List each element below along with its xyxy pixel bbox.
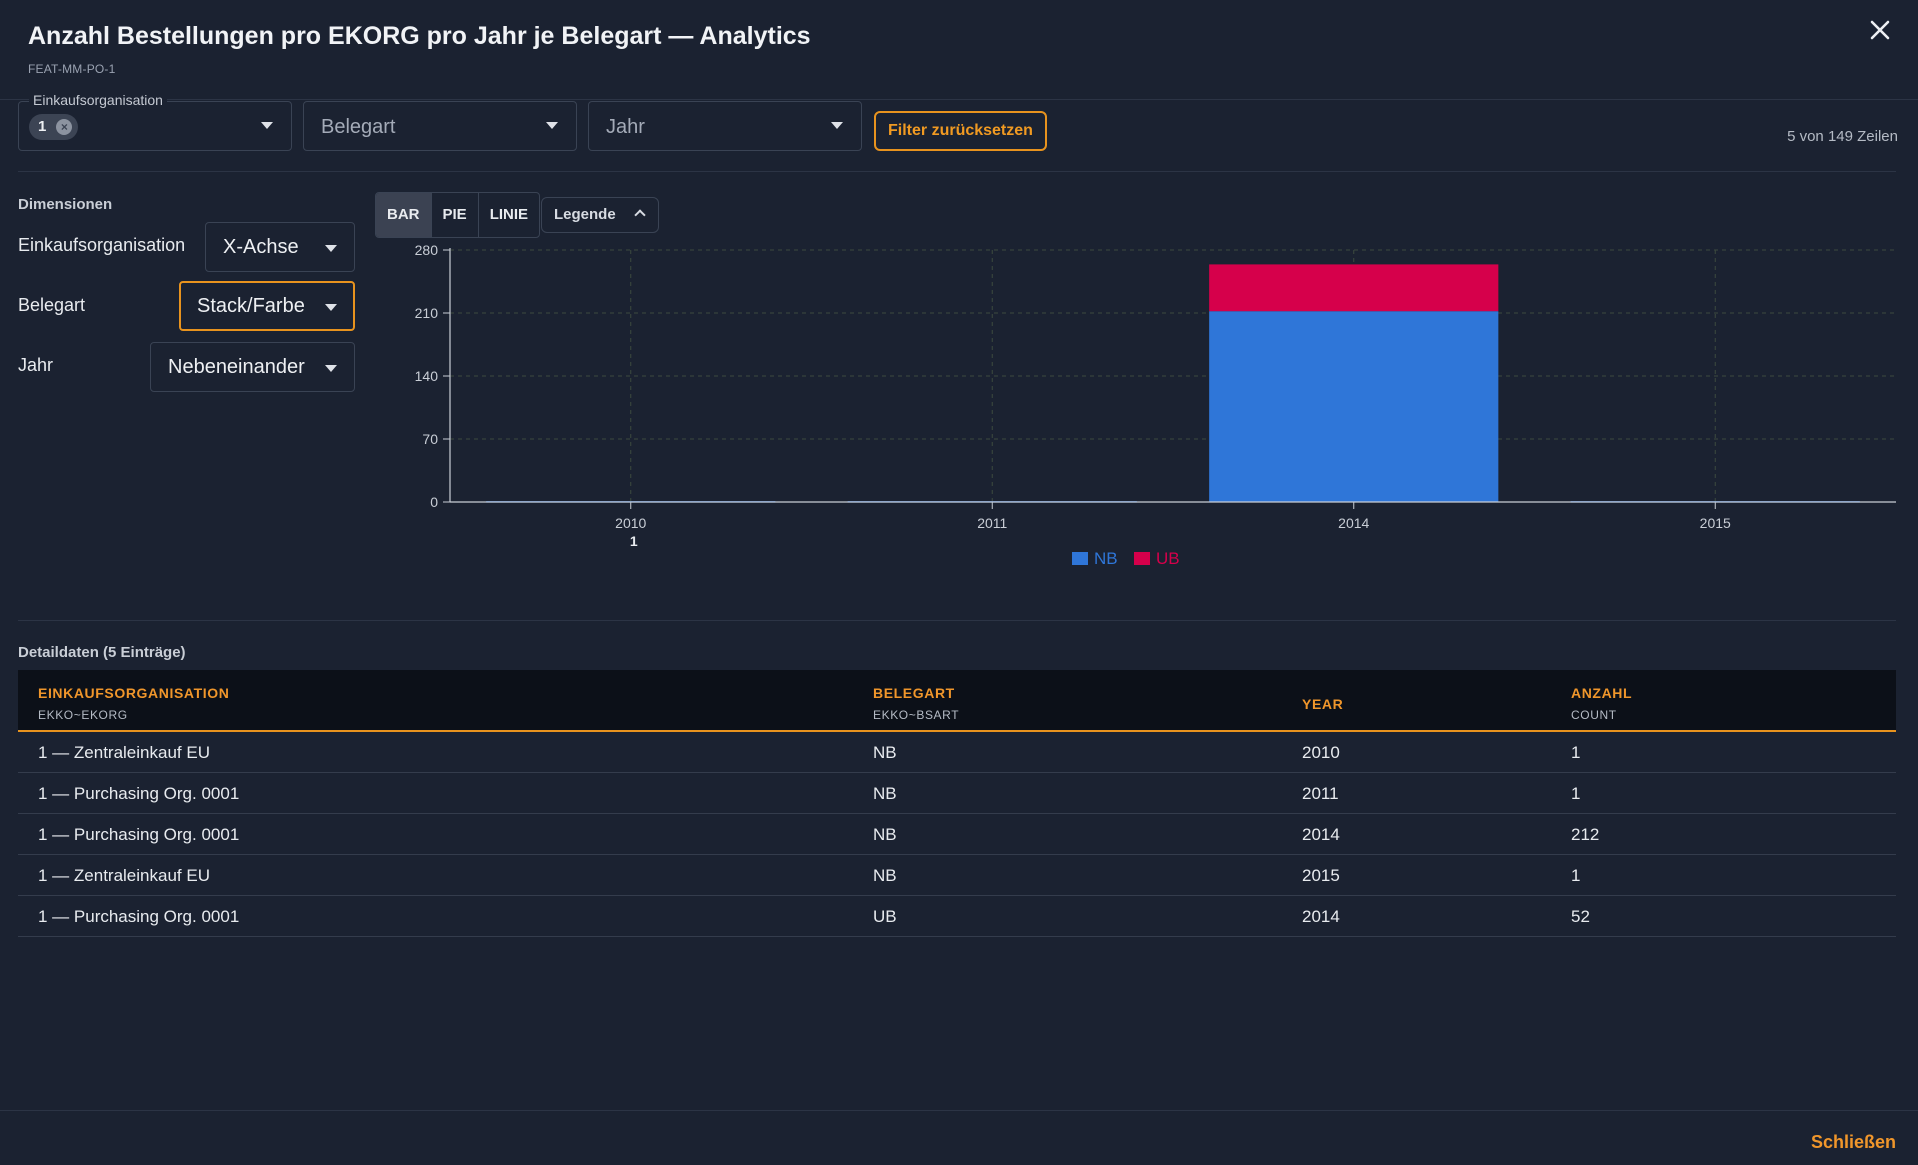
detail-table-title: Detaildaten (5 Einträge) — [18, 644, 186, 661]
dimension-label-jahr: Jahr — [18, 355, 54, 375]
divider — [18, 171, 1896, 172]
table-header: EINKAUFSORGANISATION EKKO~EKORG BELEGART… — [18, 670, 1896, 732]
dimension-value: Nebeneinander — [168, 356, 305, 378]
close-icon[interactable] — [1864, 14, 1896, 46]
chart-type-bar[interactable]: BAR — [376, 193, 432, 237]
table-row[interactable]: 1 — Purchasing Org. 0001 NB 2011 1 — [18, 773, 1896, 814]
cell-year: 2015 — [1302, 866, 1340, 885]
table-row[interactable]: 1 — Purchasing Org. 0001 UB 2014 52 — [18, 896, 1896, 937]
chevron-down-icon[interactable] — [831, 122, 843, 129]
cell-ekorg: 1 — Zentraleinkauf EU — [38, 866, 210, 885]
cell-belegart: NB — [873, 784, 897, 803]
x-tick-label: 2011 — [977, 515, 1007, 531]
belegart-filter-select[interactable]: Belegart — [303, 101, 577, 151]
dimension-select-jahr[interactable]: Nebeneinander — [150, 342, 355, 392]
ekorg-filter-label: Einkaufsorganisation — [29, 93, 167, 107]
y-tick-label: 140 — [415, 368, 439, 384]
cell-year: 2014 — [1302, 907, 1340, 926]
cell-belegart: NB — [873, 866, 897, 885]
ekorg-filter-chip[interactable]: 1 × — [29, 114, 79, 140]
table-row[interactable]: 1 — Zentraleinkauf EU NB 2015 1 — [18, 855, 1896, 896]
dimension-value: Stack/Farbe — [197, 295, 305, 317]
reset-filters-button[interactable]: Filter zurücksetzen — [874, 111, 1047, 151]
dimension-label-belegart: Belegart — [18, 295, 86, 315]
table-body: 1 — Zentraleinkauf EU NB 2010 1 1 — Purchasi… — [18, 732, 1896, 937]
cell-year: 2014 — [1302, 825, 1340, 844]
chevron-down-icon[interactable] — [325, 304, 337, 311]
dimension-value: X-Achse — [223, 236, 299, 258]
x-tick-label: 2015 — [1700, 515, 1731, 531]
close-button[interactable]: Schließen — [1810, 1132, 1896, 1152]
chart-type-toggle: BAR PIE LINIE — [375, 192, 541, 238]
chevron-up-icon — [634, 209, 646, 221]
cell-ekorg: 1 — Purchasing Org. 0001 — [38, 907, 240, 926]
column-header-label: BELEGART — [873, 685, 955, 701]
y-tick-label: 210 — [415, 305, 439, 321]
legend-toggle-button[interactable]: Legende — [541, 197, 659, 233]
column-header-label: ANZAHL — [1571, 685, 1633, 701]
column-header-sub: COUNT — [1571, 708, 1617, 722]
dimension-label-ekorg: Einkaufsorganisation — [18, 235, 186, 255]
chevron-down-icon[interactable] — [261, 122, 273, 129]
column-header-sub: EKKO~EKORG — [38, 708, 128, 722]
cell-year: 2010 — [1302, 743, 1340, 762]
cell-ekorg: 1 — Purchasing Org. 0001 — [38, 825, 240, 844]
cell-year: 2011 — [1302, 784, 1339, 803]
table-row[interactable]: 1 — Zentraleinkauf EU NB 2010 1 — [18, 732, 1896, 773]
cell-ekorg: 1 — Purchasing Org. 0001 — [38, 784, 240, 803]
cell-anzahl: 212 — [1571, 825, 1600, 844]
x-tick-label: 2014 — [1338, 515, 1369, 531]
cell-anzahl: 1 — [1571, 784, 1581, 803]
legend-swatch-nb — [1072, 552, 1088, 565]
table-row[interactable]: 1 — Purchasing Org. 0001 NB 2014 212 — [18, 814, 1896, 855]
x-tick-label: 2010 — [615, 515, 646, 531]
dialog-header: Anzahl Bestellungen pro EKORG pro Jahr j… — [0, 0, 1918, 100]
cell-belegart: UB — [873, 907, 897, 926]
chevron-down-icon[interactable] — [325, 245, 337, 252]
legend-label-nb: NB — [1094, 549, 1118, 568]
cell-anzahl: 1 — [1571, 743, 1581, 762]
dimension-select-belegart[interactable]: Stack/Farbe — [179, 281, 355, 331]
cell-belegart: NB — [873, 825, 897, 844]
y-tick-label: 280 — [415, 242, 439, 258]
legend-label-ub: UB — [1156, 549, 1180, 568]
chevron-down-icon[interactable] — [325, 365, 337, 372]
page-subtitle: FEAT-MM-PO-1 — [28, 62, 116, 76]
detail-table: EINKAUFSORGANISATION EKKO~EKORG BELEGART… — [18, 670, 1896, 937]
page-title: Anzahl Bestellungen pro EKORG pro Jahr j… — [28, 22, 811, 50]
x-group-label: 1 — [630, 533, 638, 549]
column-header-label: YEAR — [1302, 696, 1344, 712]
y-tick-label: 0 — [430, 494, 438, 510]
bar-chart: 0 70 140 210 280 2010 2011 2014 2015 1 NB UB — [415, 242, 1896, 568]
cell-ekorg: 1 — Zentraleinkauf EU — [38, 743, 210, 762]
cell-anzahl: 52 — [1571, 907, 1590, 926]
ekorg-filter-select[interactable]: Einkaufsorganisation 1 × — [18, 93, 292, 151]
chart-type-pie[interactable]: PIE — [432, 193, 479, 237]
y-tick-label: 70 — [422, 431, 438, 447]
divider — [0, 1110, 1918, 1111]
dimension-select-ekorg[interactable]: X-Achse — [205, 222, 355, 272]
jahr-filter-placeholder: Jahr — [606, 116, 645, 138]
legend-toggle-label: Legende — [554, 206, 616, 223]
belegart-filter-placeholder: Belegart — [321, 116, 396, 138]
column-header-label: EINKAUFSORGANISATION — [38, 685, 230, 701]
legend-swatch-ub — [1134, 552, 1150, 565]
chevron-down-icon[interactable] — [546, 122, 558, 129]
chart-type-line[interactable]: LINIE — [489, 206, 529, 223]
cell-anzahl: 1 — [1571, 866, 1581, 885]
bar-ub — [1209, 264, 1499, 312]
ekorg-chip-label: 1 — [38, 118, 47, 135]
dimensions-title: Dimensionen — [18, 196, 113, 213]
divider — [18, 620, 1896, 621]
column-header-sub: EKKO~BSART — [873, 708, 960, 722]
jahr-filter-select[interactable]: Jahr — [588, 101, 862, 151]
row-count: 5 von 149 Zeilen — [1787, 128, 1898, 145]
bar-nb — [1209, 311, 1499, 502]
cell-belegart: NB — [873, 743, 897, 762]
chip-remove-icon[interactable]: × — [56, 119, 73, 135]
